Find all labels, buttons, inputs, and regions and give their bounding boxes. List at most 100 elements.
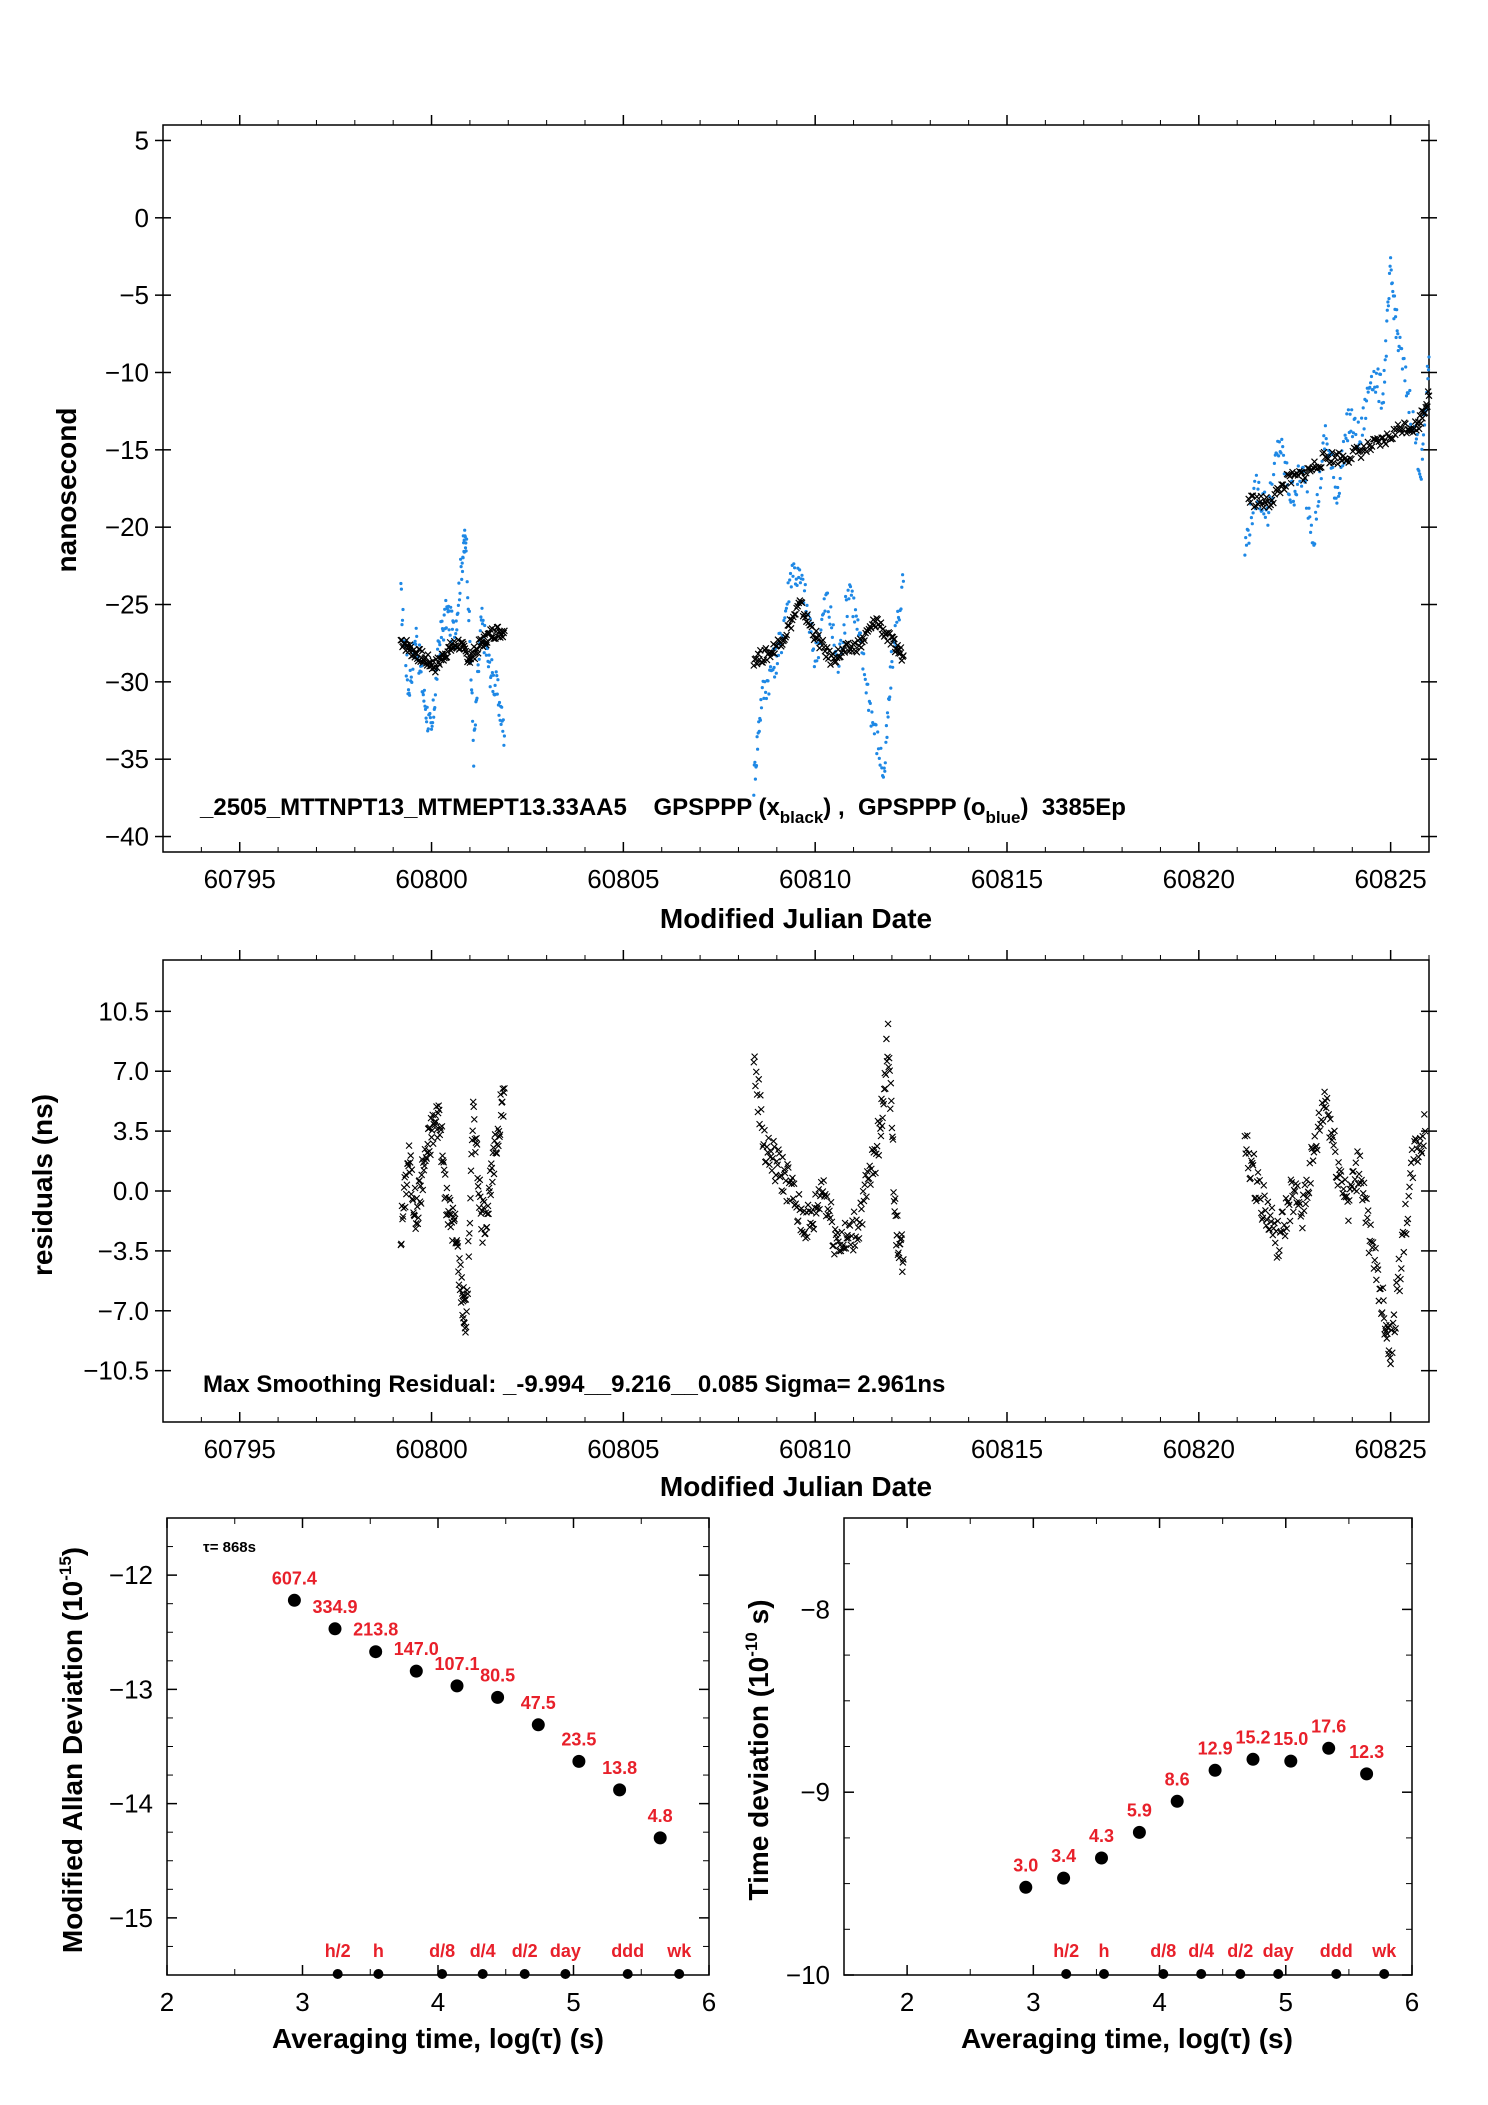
blue-point bbox=[1421, 433, 1426, 437]
residual-point bbox=[779, 1153, 786, 1161]
blue-point bbox=[1418, 472, 1422, 476]
y-tick-label: 0 bbox=[135, 203, 149, 233]
blue-point bbox=[1386, 304, 1390, 308]
blue-point bbox=[456, 611, 460, 615]
residual-point bbox=[1331, 1148, 1339, 1156]
residual-point bbox=[1366, 1237, 1374, 1245]
blue-point bbox=[876, 747, 881, 751]
blue-point bbox=[475, 696, 479, 700]
residual-point bbox=[1303, 1194, 1311, 1202]
black-point bbox=[1316, 464, 1324, 472]
residual-point bbox=[889, 1136, 897, 1143]
residual-point bbox=[828, 1218, 836, 1226]
y-tick-label: −20 bbox=[105, 512, 149, 542]
residual-point bbox=[1351, 1175, 1359, 1183]
blue-point bbox=[867, 708, 871, 713]
blue-point bbox=[797, 575, 801, 580]
blue-point bbox=[822, 597, 826, 601]
residuals-panel: 60795 60800 60805 60810 60815 60820 60825 10.5… bbox=[27, 950, 1437, 1502]
residual-point bbox=[1420, 1142, 1427, 1150]
tdev-y-ticks: −8 −9 −10 bbox=[786, 1563, 1412, 1990]
residual-point bbox=[1416, 1140, 1423, 1148]
x-tick-label: 4 bbox=[431, 1987, 445, 2017]
blue-point bbox=[501, 729, 505, 733]
residual-point bbox=[427, 1114, 435, 1122]
blue-point bbox=[1371, 388, 1375, 392]
blue-point bbox=[897, 618, 901, 622]
residual-point bbox=[1392, 1325, 1399, 1332]
residual-point bbox=[1379, 1284, 1387, 1292]
residual-point bbox=[455, 1281, 463, 1289]
black-point bbox=[488, 625, 496, 632]
residual-point bbox=[402, 1190, 410, 1198]
residual-point bbox=[814, 1201, 822, 1209]
residual-point bbox=[823, 1193, 831, 1200]
blue-point bbox=[896, 609, 900, 614]
blue-point bbox=[1420, 457, 1424, 461]
residual-point bbox=[454, 1243, 462, 1250]
black-point bbox=[462, 647, 470, 655]
residual-point bbox=[838, 1228, 846, 1236]
black-point bbox=[771, 650, 779, 658]
residual-point bbox=[885, 1054, 893, 1062]
blue-point bbox=[1331, 465, 1335, 469]
blue-point bbox=[1360, 433, 1364, 437]
blue-point bbox=[1389, 268, 1393, 272]
blue-point bbox=[858, 631, 863, 635]
residual-point bbox=[464, 1290, 472, 1298]
blue-point bbox=[1395, 308, 1399, 312]
blue-point bbox=[1266, 523, 1270, 527]
residual-point bbox=[1406, 1183, 1413, 1191]
residual-point bbox=[781, 1169, 789, 1177]
y-tick-label: −9 bbox=[800, 1777, 830, 1807]
blue-point bbox=[470, 691, 474, 695]
blue-point bbox=[464, 541, 468, 545]
deviation-point bbox=[1360, 1767, 1374, 1781]
residual-point bbox=[427, 1151, 434, 1159]
residual-point bbox=[849, 1246, 857, 1254]
blue-point bbox=[1296, 464, 1300, 468]
blue-point bbox=[463, 528, 467, 532]
residual-point bbox=[867, 1181, 874, 1188]
mdev-y-label-exponent: -15 bbox=[56, 1556, 75, 1581]
blue-point bbox=[445, 607, 449, 611]
blue-point bbox=[1362, 427, 1366, 431]
black-point bbox=[851, 639, 859, 647]
blue-point bbox=[885, 711, 890, 715]
blue-point bbox=[1309, 523, 1313, 527]
residual-point bbox=[417, 1182, 424, 1190]
residual-point bbox=[1257, 1209, 1265, 1217]
y-tick-label: 0.0 bbox=[113, 1176, 149, 1206]
black-point bbox=[459, 640, 467, 648]
blue-point bbox=[881, 775, 886, 779]
black-point bbox=[424, 651, 432, 659]
residual-point bbox=[1418, 1149, 1426, 1157]
blue-point bbox=[820, 617, 824, 622]
blue-point bbox=[1258, 507, 1262, 511]
residual-point bbox=[826, 1207, 833, 1215]
reference-mark bbox=[1331, 1969, 1342, 1979]
blue-point bbox=[883, 769, 887, 773]
residual-point bbox=[1341, 1176, 1349, 1184]
blue-point bbox=[1343, 433, 1347, 437]
y-tick-label: −10.5 bbox=[83, 1356, 149, 1386]
blue-point bbox=[1383, 380, 1387, 384]
blue-point bbox=[821, 612, 826, 616]
blue-point bbox=[497, 700, 502, 705]
blue-point bbox=[414, 642, 418, 647]
residual-point bbox=[1330, 1142, 1338, 1149]
residual-point bbox=[409, 1196, 417, 1204]
reference-label: h bbox=[373, 1941, 384, 1961]
blue-point bbox=[864, 691, 868, 695]
residual-point bbox=[898, 1268, 906, 1276]
blue-point bbox=[842, 623, 846, 627]
deviation-point-label: 12.9 bbox=[1198, 1738, 1233, 1758]
blue-point bbox=[431, 721, 435, 725]
blue-point bbox=[1317, 500, 1321, 504]
blue-point bbox=[899, 607, 903, 611]
blue-point bbox=[1324, 437, 1328, 441]
residual-point bbox=[1305, 1189, 1313, 1197]
residual-point bbox=[751, 1053, 759, 1061]
residual-point bbox=[446, 1196, 454, 1204]
blue-point bbox=[477, 657, 481, 661]
